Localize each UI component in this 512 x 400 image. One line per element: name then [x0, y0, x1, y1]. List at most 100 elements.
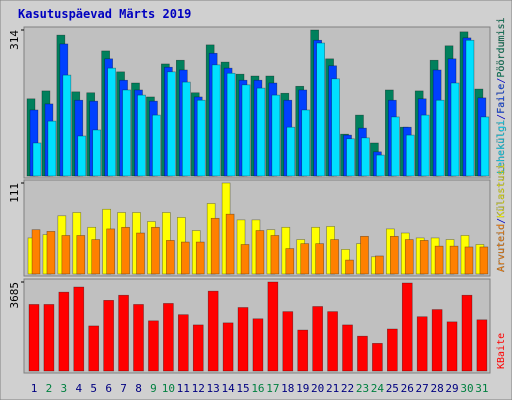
- legend-separator: /: [496, 218, 507, 224]
- bar: [271, 94, 281, 177]
- bar: [222, 322, 234, 372]
- bar: [390, 235, 399, 275]
- x-tick-label: 30: [460, 382, 473, 395]
- bar: [73, 286, 85, 372]
- x-tick-label: 16: [251, 382, 264, 395]
- bar: [476, 319, 488, 372]
- bar: [121, 226, 130, 275]
- bar: [91, 239, 101, 275]
- bar: [151, 226, 160, 275]
- bar: [464, 246, 474, 275]
- bar: [316, 42, 325, 177]
- chart-title: Kasutuspäevad Märts 2019: [18, 7, 191, 21]
- bar: [267, 281, 279, 372]
- bar: [465, 39, 475, 177]
- bar: [450, 82, 460, 177]
- bar: [237, 307, 249, 372]
- legend-entry: Faile: [496, 84, 507, 114]
- x-tick-label: 26: [401, 382, 414, 395]
- bar: [372, 343, 383, 372]
- bar: [391, 116, 400, 177]
- bar: [43, 304, 55, 372]
- bar: [449, 245, 459, 275]
- legend-entry: Arvuteid: [496, 224, 507, 272]
- bar: [479, 246, 489, 275]
- bar: [152, 114, 161, 177]
- bar: [416, 316, 428, 372]
- bar: [331, 78, 340, 177]
- x-tick-label: 14: [221, 382, 235, 395]
- bar: [405, 134, 415, 177]
- legend-entry: Pöördumisi: [496, 17, 507, 77]
- bar: [61, 235, 71, 275]
- x-tick-label: 9: [150, 382, 157, 395]
- legend-separator: /: [496, 114, 507, 120]
- x-tick-label: 23: [356, 382, 369, 395]
- bar: [240, 244, 250, 275]
- bar: [210, 217, 220, 275]
- x-tick-label: 18: [281, 382, 294, 395]
- bar: [256, 87, 266, 177]
- legend-entry: Külastusi: [496, 164, 507, 218]
- bar: [252, 318, 264, 372]
- legend-entry: Lehekülgi: [496, 120, 507, 174]
- bar: [241, 84, 251, 177]
- bar: [286, 126, 296, 177]
- bar: [282, 311, 294, 372]
- bar: [312, 306, 323, 372]
- y-tick-label: 314: [8, 30, 21, 50]
- bar: [342, 324, 353, 372]
- bar: [376, 154, 385, 177]
- x-tick-label: 17: [266, 382, 279, 395]
- bar: [461, 294, 473, 372]
- bar: [178, 314, 189, 372]
- bar: [76, 235, 86, 275]
- bar: [361, 137, 370, 177]
- bar: [419, 240, 429, 275]
- x-tick-label: 28: [430, 382, 443, 395]
- bar: [420, 114, 430, 177]
- bar: [301, 109, 311, 177]
- x-tick-label: 24: [371, 382, 385, 395]
- bar: [401, 282, 413, 372]
- x-tick-label: 8: [135, 382, 142, 395]
- bar: [195, 241, 205, 275]
- bar: [182, 81, 191, 177]
- y-tick-label: 111: [8, 183, 21, 203]
- x-tick-label: 22: [341, 382, 354, 395]
- x-tick-label: 31: [475, 382, 488, 395]
- x-tick-label: 6: [105, 382, 112, 395]
- x-tick-label: 20: [311, 382, 324, 395]
- bar: [167, 71, 176, 177]
- bar: [211, 64, 221, 177]
- bar: [226, 72, 236, 177]
- x-tick-label: 25: [386, 382, 399, 395]
- bar: [255, 230, 265, 275]
- bar: [300, 243, 310, 275]
- bar: [346, 138, 355, 177]
- bar: [106, 228, 115, 275]
- bar: [31, 229, 41, 275]
- bar: [357, 335, 368, 372]
- legend: KBaite: [496, 333, 507, 369]
- x-tick-label: 1: [31, 382, 38, 395]
- x-tick-label: 12: [192, 382, 205, 395]
- bar: [181, 241, 190, 275]
- bar: [225, 213, 235, 275]
- legend-entry: KBaite: [496, 333, 507, 369]
- bar: [103, 300, 114, 372]
- x-tick-label: 7: [120, 382, 127, 395]
- bar: [330, 239, 339, 275]
- x-tick-label: 15: [236, 382, 249, 395]
- x-tick-label: 29: [445, 382, 458, 395]
- bar: [133, 304, 144, 372]
- bar: [315, 243, 324, 275]
- bar: [196, 99, 206, 177]
- bar: [431, 309, 443, 372]
- bar: [122, 89, 131, 177]
- bar: [88, 325, 100, 372]
- bar: [345, 259, 354, 275]
- bar: [92, 129, 102, 177]
- x-tick-label: 4: [75, 382, 82, 395]
- x-tick-label: 3: [61, 382, 68, 395]
